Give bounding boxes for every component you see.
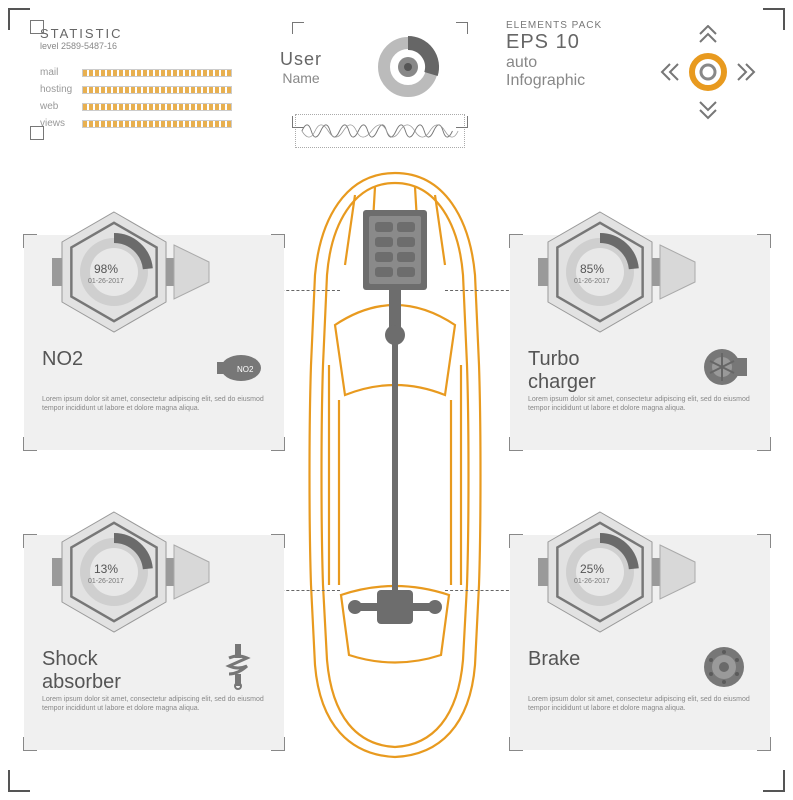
card-percent: 13% [94,562,118,576]
frame-corner [8,770,30,792]
header-row: STATISTIC level 2589-5487-16 mail hostin… [30,20,763,180]
turbo-icon [697,340,752,390]
shock-icon [211,640,266,690]
user-name: Name [280,70,322,86]
card-title: Brake [528,648,580,671]
svg-text:NO2: NO2 [237,365,254,374]
card-date: 01-26-2017 [574,578,610,585]
car-diagram [285,165,505,765]
statistic-list: mail hosting web views [40,67,260,129]
elements-panel: ELEMENTS PACK EPS 10 auto Infographic [500,20,763,180]
card-date: 01-26-2017 [88,278,124,285]
card-title: Turbocharger [528,348,596,394]
card-text: Lorem ipsum dolor sit amet, consectetur … [42,695,266,713]
hex-gauge-icon [530,505,700,640]
card-date: 01-26-2017 [574,278,610,285]
statistic-title: STATISTIC [40,26,260,41]
waveform-icon [295,114,465,148]
gauge-icon [373,32,443,102]
statistic-subtitle: level 2589-5487-16 [40,41,260,51]
brake-icon [697,640,752,690]
user-label: User [280,49,322,70]
frame-corner [763,8,785,30]
hex-gauge-icon [44,505,214,640]
card-shock: 13% 01-26-2017 Shockabsorber Lorem ipsum… [24,510,284,750]
card-turbo: 85% 01-26-2017 Turbocharger Lorem ipsum … [510,210,770,450]
hex-gauge-icon [44,205,214,340]
compass-icon [653,25,763,120]
card-title: Shockabsorber [42,648,121,694]
card-text: Lorem ipsum dolor sit amet, consectetur … [528,395,752,413]
card-percent: 85% [580,262,604,276]
card-percent: 25% [580,562,604,576]
tank-icon: NO2 [211,340,266,390]
statistic-panel: STATISTIC level 2589-5487-16 mail hostin… [30,20,260,180]
hex-gauge-icon [530,205,700,340]
card-text: Lorem ipsum dolor sit amet, consectetur … [42,395,266,413]
frame-corner [763,770,785,792]
user-panel: User Name [280,20,480,180]
card-brake: 25% 01-26-2017 Brake Lorem ipsum dolor s… [510,510,770,750]
card-title: NO2 [42,348,83,371]
card-text: Lorem ipsum dolor sit amet, consectetur … [528,695,752,713]
card-percent: 98% [94,262,118,276]
card-date: 01-26-2017 [88,578,124,585]
frame-corner [8,8,30,30]
card-no2: 98% 01-26-2017 NO2 NO2 Lorem ipsum dolor… [24,210,284,450]
